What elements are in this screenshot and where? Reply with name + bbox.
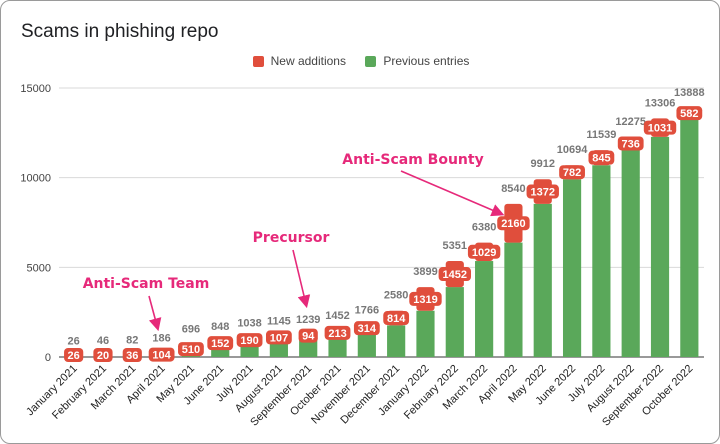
data-label-new-additions: 814 [387,313,406,325]
data-label-bg [207,336,234,351]
data-label-total: 1452 [325,310,349,322]
bar-previous-entries [592,165,611,357]
bar-previous-entries [504,242,523,357]
legend-swatch-new-additions [252,55,264,67]
y-tick-label: 15000 [20,83,51,95]
annotation-arrow [292,249,311,309]
data-label-total: 186 [152,333,170,345]
data-label-bg [617,136,644,151]
data-label-bg [467,244,501,259]
data-label-bg [409,291,442,306]
data-label-bg [236,333,263,348]
data-label-bg [588,150,615,165]
legend-item-previous-entries: Previous entries [365,54,469,68]
data-label-bg [298,328,318,343]
data-label-total: 5351 [443,240,467,252]
data-label-bg [676,106,703,121]
legend-label-new-additions: New additions [270,54,346,68]
data-label-total: 26 [68,336,80,348]
data-label-bg [497,216,530,231]
data-label-total: 696 [182,324,200,336]
data-label-total: 13888 [674,87,705,99]
bar-previous-entries [475,261,494,357]
data-label-new-additions: 1319 [413,294,437,306]
legend-label-previous-entries: Previous entries [383,54,470,68]
data-label-new-additions: 190 [240,335,258,347]
data-label-bg [353,321,380,336]
data-label-new-additions: 314 [358,323,377,335]
bar-previous-entries [562,179,582,357]
data-label-new-additions: 1372 [531,187,555,199]
data-label-bg [265,330,292,345]
data-label-bg [643,120,677,135]
y-tick-label: 5000 [27,262,51,274]
y-tick-label: 10000 [20,173,51,185]
data-label-new-additions: 736 [622,138,640,150]
data-label-new-additions: 26 [68,350,80,362]
bar-previous-entries [387,325,406,357]
annotation-label: Anti-Scam Bounty [342,152,483,168]
data-label-total: 2580 [384,290,408,302]
data-label-new-additions: 107 [270,332,288,344]
data-label-total: 9912 [531,158,555,170]
data-label-new-additions: 213 [328,328,346,340]
data-label-new-additions: 152 [211,338,229,350]
data-label-bg [64,348,84,362]
bar-previous-entries [680,118,699,358]
bar-previous-entries [621,150,640,357]
bar-previous-entries [357,330,376,357]
annotation-label: Precursor [253,230,330,246]
data-label-total: 10694 [557,144,588,156]
data-label-new-additions: 94 [302,331,315,343]
data-label-total: 1766 [355,304,379,316]
data-label-total: 3899 [413,266,437,278]
data-label-total: 12275 [615,116,646,128]
data-label-new-additions: 582 [680,108,698,120]
data-label-bg [438,267,471,282]
data-label-new-additions: 845 [592,153,610,165]
legend-swatch-previous-entries [365,55,377,67]
chart-legend: New additions Previous entries [1,54,719,70]
legend-item-new-additions: New additions [252,54,346,68]
data-label-total: 1145 [267,315,291,327]
bar-previous-entries [445,287,464,357]
data-label-bg [148,347,175,362]
data-label-total: 8540 [501,183,525,195]
y-tick-label: 0 [45,352,51,364]
data-label-total: 848 [211,321,229,333]
data-label-bg [178,342,204,357]
data-label-bg [122,348,142,362]
data-label-new-additions: 782 [563,167,581,179]
data-label-new-additions: 104 [152,350,171,362]
data-label-total: 13306 [645,97,676,109]
data-label-bg [526,184,559,199]
data-label-total: 6380 [472,222,496,234]
bar-previous-entries [416,310,435,357]
annotation-arrow [400,170,505,217]
data-label-total: 11539 [586,129,616,141]
annotation-label: Anti-Scam Team [83,276,210,292]
data-label-new-additions: 1031 [648,123,672,135]
data-label-new-additions: 20 [97,350,109,362]
data-label-bg [93,348,113,362]
data-label-new-additions: 36 [126,350,138,362]
data-label-total: 46 [97,335,109,347]
data-label-new-additions: 1029 [472,247,496,259]
data-label-total: 1239 [296,314,320,326]
annotation-arrow [148,295,162,332]
data-label-bg [324,325,351,340]
data-label-new-additions: 510 [182,344,200,356]
data-label-new-additions: 2160 [501,218,525,230]
data-label-bg [559,165,585,180]
bar-previous-entries [533,203,552,357]
bar-previous-entries [328,334,347,357]
data-label-bg [383,311,410,326]
bar-previous-entries [650,136,670,357]
data-label-total: 82 [126,335,138,347]
data-label-total: 1038 [237,317,261,329]
chart-title: Scams in phishing repo [21,21,219,42]
data-label-new-additions: 1452 [443,269,467,281]
